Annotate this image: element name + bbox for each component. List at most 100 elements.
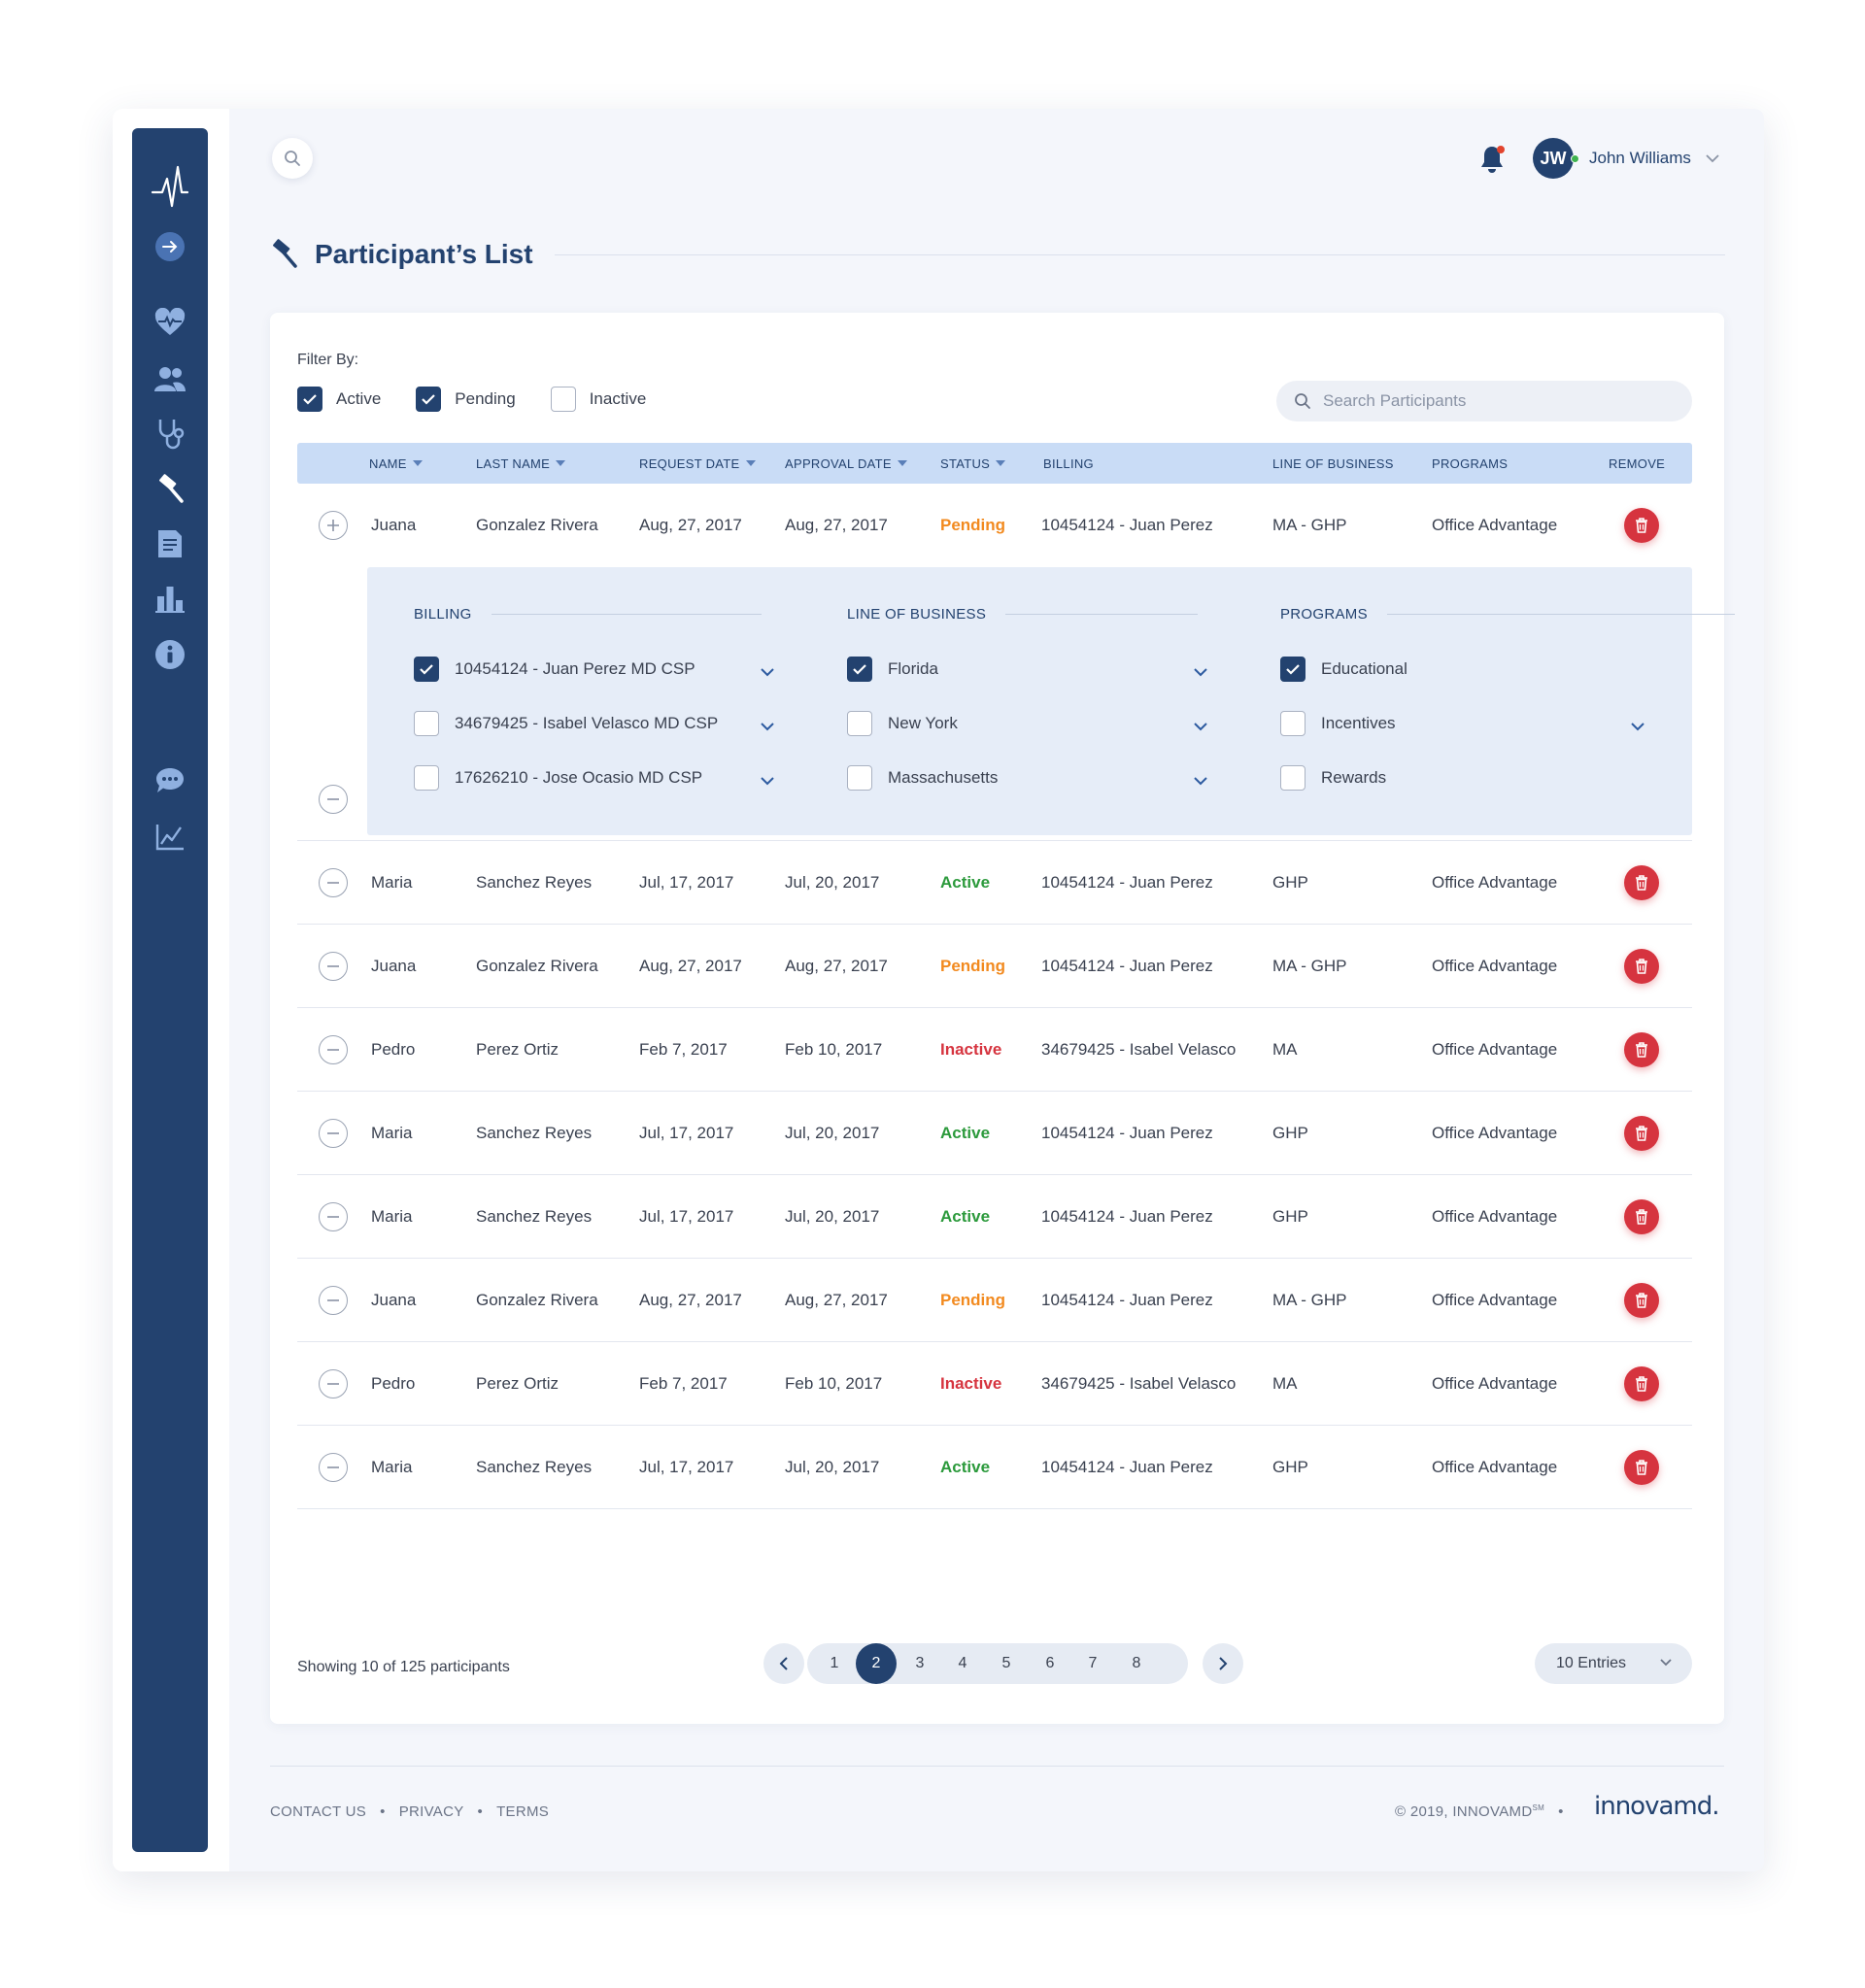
chevron-down-icon[interactable] [1193, 664, 1208, 682]
column-header-status[interactable]: STATUS [940, 443, 1006, 484]
page-6-button[interactable]: 6 [1045, 1655, 1055, 1671]
users-icon[interactable] [132, 359, 208, 398]
column-header-last-name[interactable]: LAST NAME [476, 443, 566, 484]
remove-participant-button[interactable] [1624, 949, 1659, 984]
checkbox[interactable] [414, 657, 439, 682]
entries-per-page-select[interactable]: 10 Entries [1535, 1643, 1692, 1684]
page-2-button[interactable]: 2 [856, 1643, 897, 1684]
page-3-button[interactable]: 3 [915, 1655, 925, 1671]
filter-option-inactive[interactable]: Inactive [550, 387, 646, 412]
details-option[interactable]: Incentives [1280, 711, 1396, 736]
chevron-down-icon[interactable] [1193, 773, 1208, 791]
remove-participant-button[interactable] [1624, 865, 1659, 900]
line-chart-icon[interactable] [132, 818, 208, 857]
expand-sidebar-icon[interactable] [132, 227, 208, 266]
page-7-button[interactable]: 7 [1088, 1655, 1098, 1671]
checkbox[interactable] [847, 657, 872, 682]
details-group-label: LINE OF BUSINESS [847, 606, 987, 623]
column-header-name[interactable]: NAME [369, 443, 423, 484]
filter-option-active[interactable]: Active [297, 387, 381, 412]
footer-link-contact[interactable]: CONTACT US [270, 1803, 367, 1820]
pulse-logo-icon[interactable] [132, 163, 208, 210]
collapse-row-button[interactable] [319, 1119, 348, 1148]
table-row: Maria Sanchez Reyes Jul, 17, 2017 Jul, 20, … [297, 1092, 1692, 1175]
details-option[interactable]: Massachusetts [847, 765, 998, 791]
details-option[interactable]: 10454124 - Juan Perez MD CSP [414, 657, 695, 682]
stethoscope-icon[interactable] [132, 415, 208, 454]
checkbox[interactable] [1280, 711, 1306, 736]
cell-last-name: Sanchez Reyes [476, 1458, 593, 1476]
previous-page-button[interactable] [763, 1643, 804, 1684]
collapse-row-button[interactable] [319, 1453, 348, 1482]
details-option[interactable]: Rewards [1280, 765, 1386, 791]
remove-participant-button[interactable] [1624, 1366, 1659, 1401]
collapse-row-button[interactable] [319, 1202, 348, 1231]
remove-participant-button[interactable] [1624, 508, 1659, 543]
chevron-down-icon[interactable] [760, 773, 775, 791]
cell-approval-date: Jul, 20, 2017 [785, 1207, 880, 1226]
notifications-button[interactable] [1473, 140, 1511, 179]
collapse-row-button[interactable] [319, 1369, 348, 1398]
divider [491, 614, 762, 615]
details-option[interactable]: 17626210 - Jose Ocasio MD CSP [414, 765, 702, 791]
details-option[interactable]: New York [847, 711, 958, 736]
table-row: Maria Sanchez Reyes Jul, 17, 2017 Jul, 20, … [297, 841, 1692, 925]
cell-request-date: Jul, 17, 2017 [639, 1458, 734, 1476]
checkbox[interactable] [847, 711, 872, 736]
details-option[interactable]: Educational [1280, 657, 1407, 682]
checkbox[interactable] [1280, 657, 1306, 682]
gavel-icon[interactable] [132, 470, 208, 509]
minus-icon [327, 798, 339, 800]
bar-chart-icon[interactable] [132, 580, 208, 619]
page-4-button[interactable]: 4 [958, 1655, 967, 1671]
footer-link-privacy[interactable]: PRIVACY [398, 1803, 464, 1820]
chat-icon[interactable] [132, 761, 208, 800]
cell-line-of-business: GHP [1272, 1458, 1308, 1476]
page-1-button[interactable]: 1 [830, 1655, 839, 1671]
collapse-row-button[interactable] [319, 868, 348, 897]
global-search-button[interactable] [272, 138, 313, 179]
chevron-down-icon[interactable] [1193, 719, 1208, 736]
page-5-button[interactable]: 5 [1001, 1655, 1011, 1671]
expand-row-button[interactable] [319, 511, 348, 540]
collapse-row-button[interactable] [319, 1035, 348, 1064]
page-8-button[interactable]: 8 [1132, 1655, 1141, 1671]
search-icon [1295, 393, 1310, 409]
chevron-down-icon[interactable] [760, 664, 775, 682]
checkbox[interactable] [1280, 765, 1306, 791]
footer-link-terms[interactable]: TERMS [496, 1803, 550, 1820]
collapse-row-button[interactable] [319, 785, 348, 814]
status-badge: Pending [940, 516, 1006, 534]
checkbox[interactable] [416, 387, 442, 412]
details-group-title: PROGRAMS [1280, 606, 1735, 623]
details-option[interactable]: 34679425 - Isabel Velasco MD CSP [414, 711, 718, 736]
remove-participant-button[interactable] [1624, 1450, 1659, 1485]
details-option-label: 34679425 - Isabel Velasco MD CSP [455, 714, 719, 732]
checkbox[interactable] [414, 711, 439, 736]
search-input[interactable] [1323, 391, 1653, 411]
collapse-row-button[interactable] [319, 1286, 348, 1315]
column-header-request-date[interactable]: REQUEST DATE [639, 443, 756, 484]
details-option-label: Educational [1321, 659, 1407, 678]
checkbox[interactable] [297, 387, 322, 412]
collapse-row-button[interactable] [319, 952, 348, 981]
checkbox[interactable] [550, 387, 576, 412]
remove-participant-button[interactable] [1624, 1116, 1659, 1151]
details-option[interactable]: Florida [847, 657, 938, 682]
heart-pulse-icon[interactable] [132, 303, 208, 342]
info-icon[interactable] [132, 635, 208, 674]
cell-programs: Office Advantage [1432, 1458, 1558, 1476]
user-menu[interactable]: JW John Williams [1533, 138, 1720, 179]
chevron-down-icon[interactable] [1630, 719, 1645, 736]
checkbox[interactable] [414, 765, 439, 791]
chevron-down-icon[interactable] [760, 719, 775, 736]
remove-participant-button[interactable] [1624, 1199, 1659, 1234]
column-header-approval-date[interactable]: APPROVAL DATE [785, 443, 907, 484]
next-page-button[interactable] [1203, 1643, 1243, 1684]
remove-participant-button[interactable] [1624, 1032, 1659, 1067]
filter-option-pending[interactable]: Pending [416, 387, 516, 412]
column-header-label: STATUS [940, 455, 991, 471]
remove-participant-button[interactable] [1624, 1283, 1659, 1318]
checkbox[interactable] [847, 765, 872, 791]
document-icon[interactable] [132, 524, 208, 563]
